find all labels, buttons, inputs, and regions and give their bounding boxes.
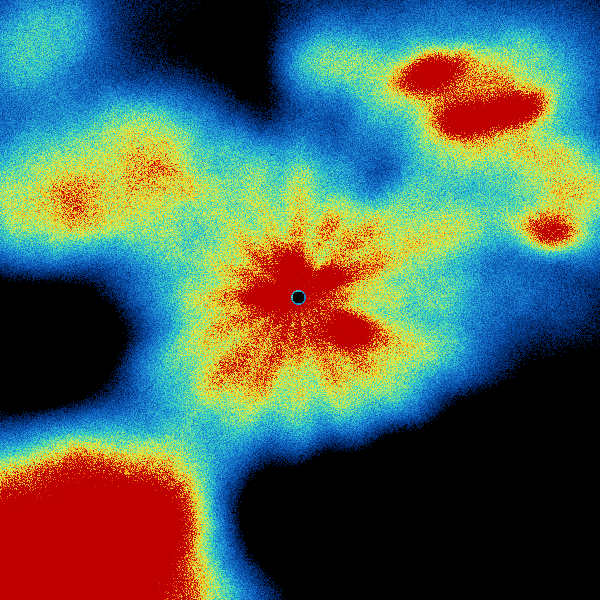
image-viewport <box>0 0 600 600</box>
false-colour-heatmap <box>0 0 600 600</box>
